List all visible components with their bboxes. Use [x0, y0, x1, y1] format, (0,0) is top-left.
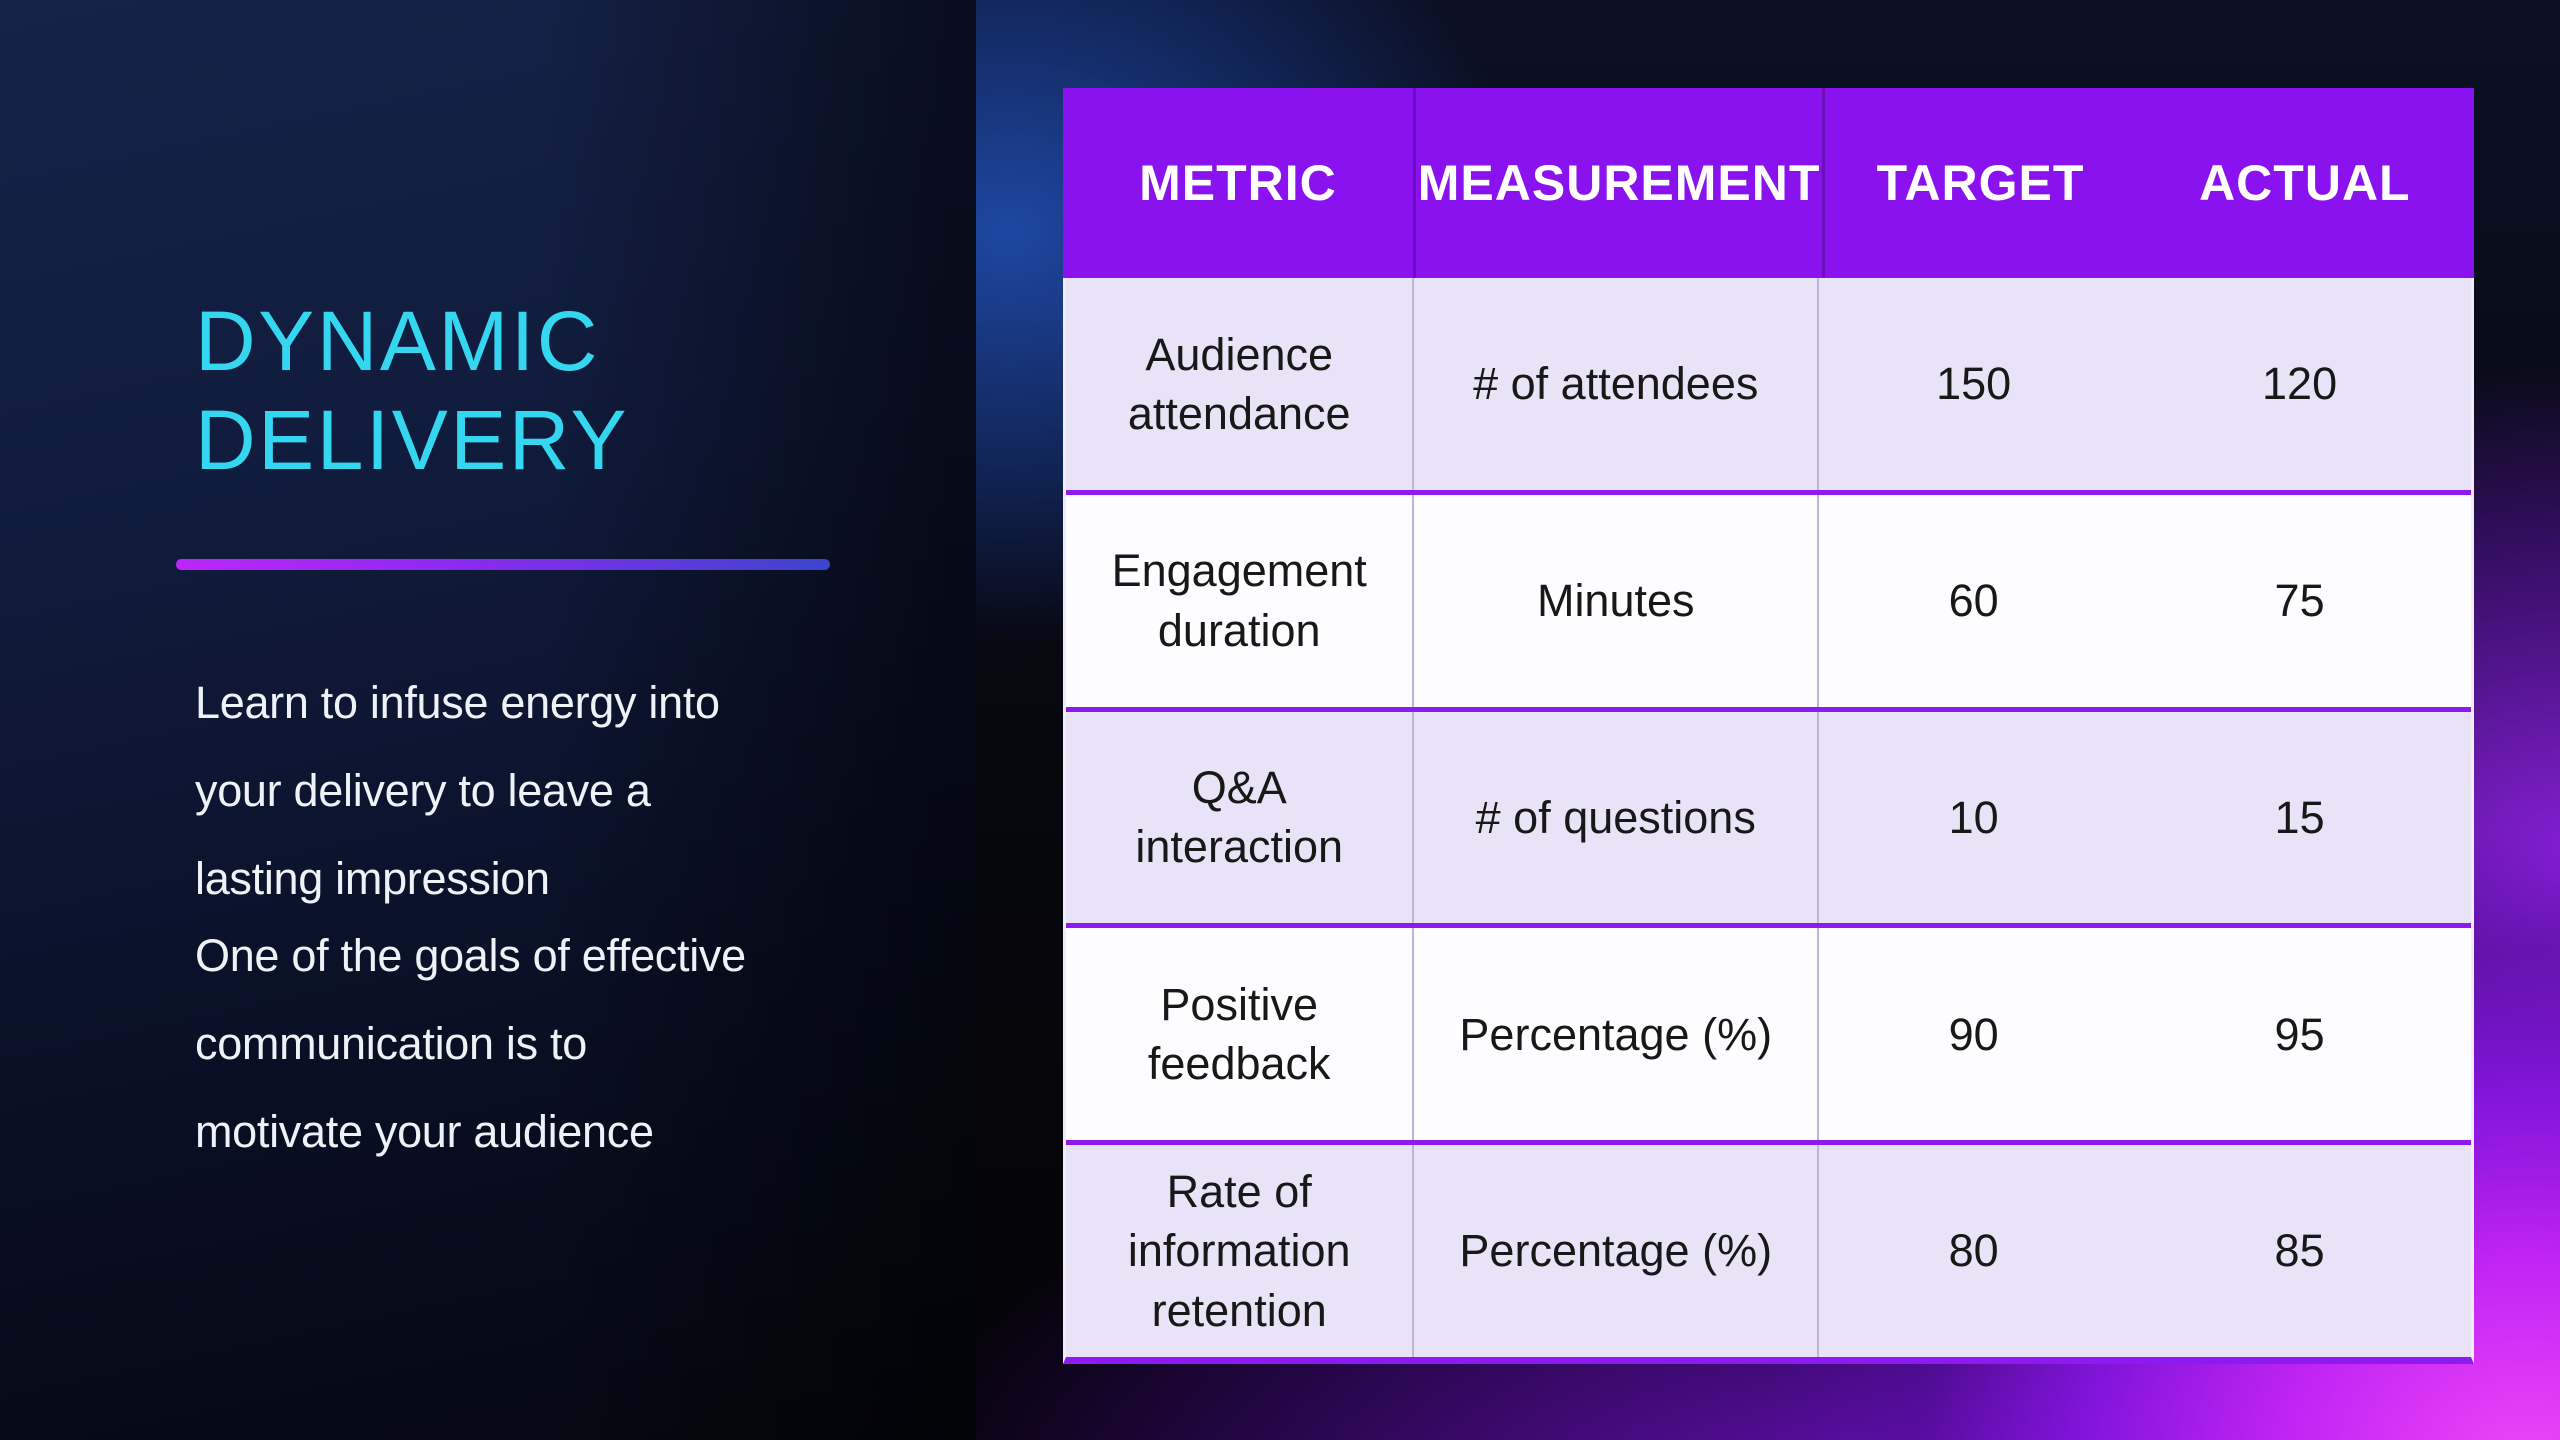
table-header-actual: ACTUAL	[2199, 155, 2411, 211]
table-cell-actual: 85	[2274, 1225, 2325, 1277]
table-header-metric: METRIC	[1063, 88, 1416, 278]
table-cell-target: 80	[1948, 1225, 1999, 1277]
table-row: Q&A interaction # of questions 10 15	[1066, 711, 2471, 929]
table-cell-target: 90	[1948, 1008, 1999, 1060]
table-cell-actual: 95	[2274, 1008, 2325, 1060]
background-navy-panel	[0, 0, 976, 1440]
body-paragraph-1: Learn to infuse energy into your deliver…	[195, 677, 720, 904]
table-row: Rate of information retention Percentage…	[1066, 1145, 2471, 1357]
table-cell-metric: Audience attendance	[1066, 278, 1415, 490]
table-cell-target: 150	[1936, 358, 2012, 410]
table-cell-metric: Rate of information retention	[1066, 1145, 1415, 1357]
table-row: Engagement duration Minutes 60 75	[1066, 494, 2471, 712]
table-cell-actual: 120	[2262, 358, 2338, 410]
table-cell-measurement: Percentage (%)	[1414, 928, 1820, 1141]
table-row: Audience attendance # of attendees 150 1…	[1066, 278, 2471, 495]
title-divider-line	[176, 559, 830, 570]
table-cell-measurement: Percentage (%)	[1414, 1145, 1820, 1357]
table-row: Positive feedback Percentage (%) 90 95	[1066, 928, 2471, 1146]
table-body: Audience attendance # of attendees 150 1…	[1063, 278, 2474, 1364]
table-cell-actual: 75	[2274, 575, 2325, 626]
table-cell-measurement: # of questions	[1414, 711, 1820, 924]
body-paragraph-2: One of the goals of effective communicat…	[195, 930, 746, 1157]
table-cell-metric: Q&A interaction	[1066, 711, 1415, 924]
table-cell-target: 10	[1948, 791, 1999, 843]
table-cell-measurement: # of attendees	[1414, 278, 1820, 490]
table-cell-actual: 15	[2274, 791, 2325, 843]
metrics-table: METRIC MEASUREMENT TARGET ACTUAL Audienc…	[1063, 88, 2474, 1364]
table-cell-metric: Engagement duration	[1066, 494, 1415, 707]
slide-title: DYNAMIC DELIVERY	[195, 294, 629, 487]
table-cell-measurement: Minutes	[1414, 494, 1820, 707]
table-header-measurement: MEASUREMENT	[1416, 88, 1826, 278]
table-cell-target: 60	[1948, 575, 1999, 626]
table-header-target: TARGET	[1876, 155, 2085, 211]
table-cell-metric: Positive feedback	[1066, 928, 1415, 1141]
table-header-row: METRIC MEASUREMENT TARGET ACTUAL	[1063, 88, 2474, 278]
